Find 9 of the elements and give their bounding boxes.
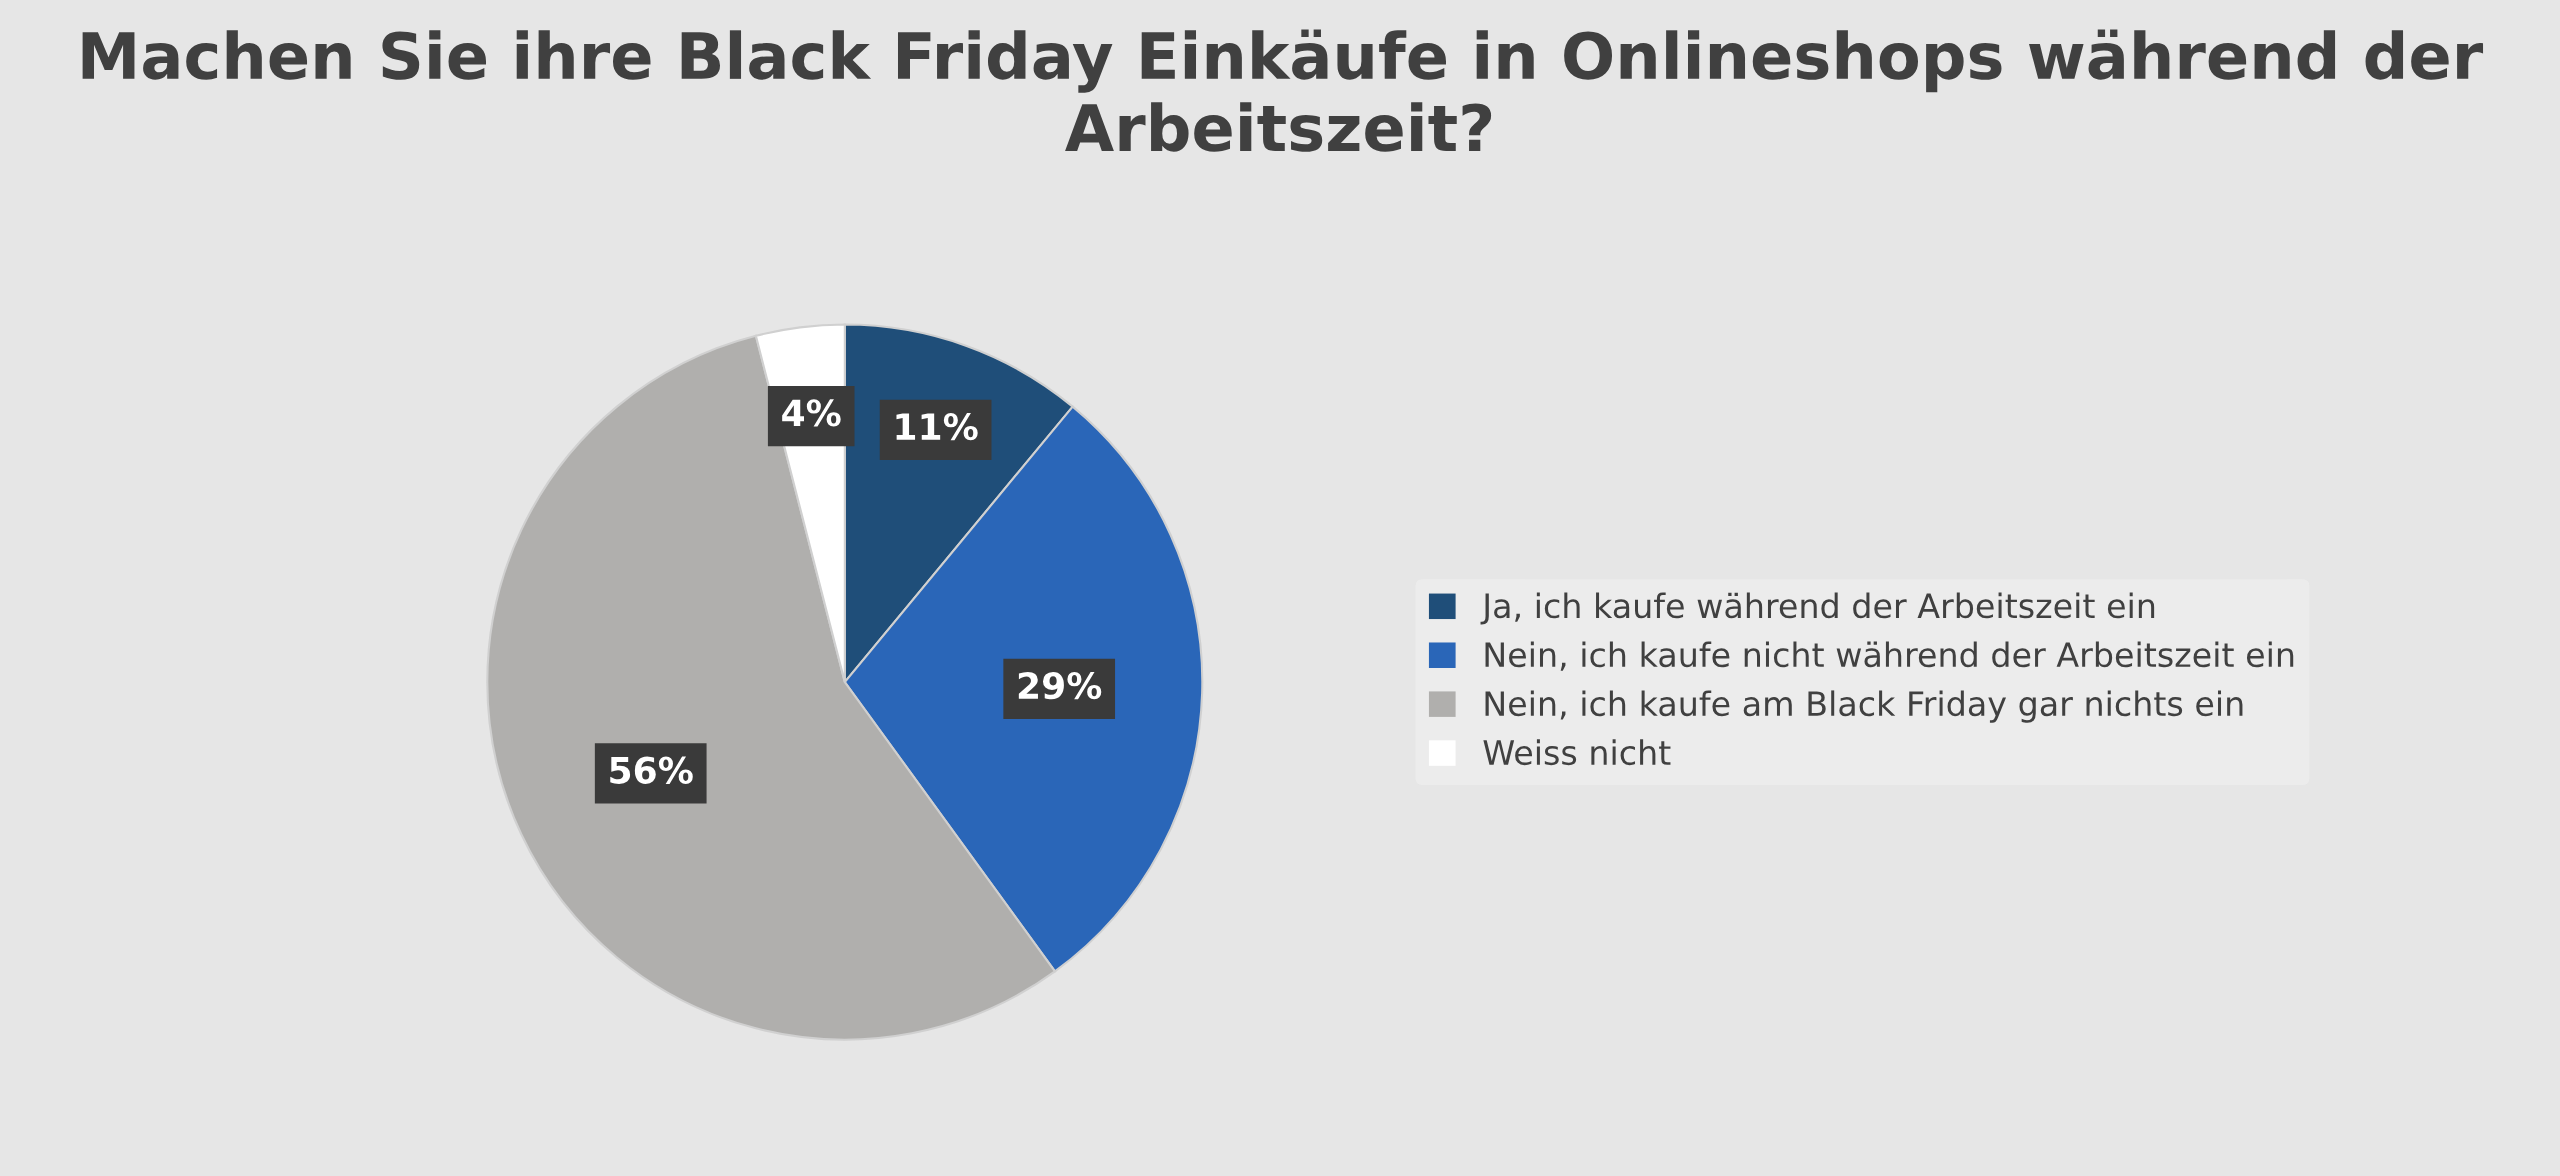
- data-label: 29%: [1018, 671, 1102, 700]
- legend-label: Weiss nicht: [1483, 739, 1671, 766]
- legend-label: Nein, ich kaufe nicht während der Arbeitszeit ein: [1485, 641, 2294, 671]
- data-label: 4%: [782, 399, 841, 427]
- legend-label: Ja, ich kaufe während der Arbeitszeit ein: [1480, 592, 2155, 625]
- data-label: 11%: [896, 412, 978, 441]
- data-label: 56%: [610, 756, 693, 784]
- legend-label: Nein, ich kaufe am Black Friday gar nichts ein: [1485, 690, 2243, 723]
- chart-title: Machen Sie ihre Black Friday Einkäufe in Onlineshops während der Arbeitszeit?: [82, 29, 2484, 152]
